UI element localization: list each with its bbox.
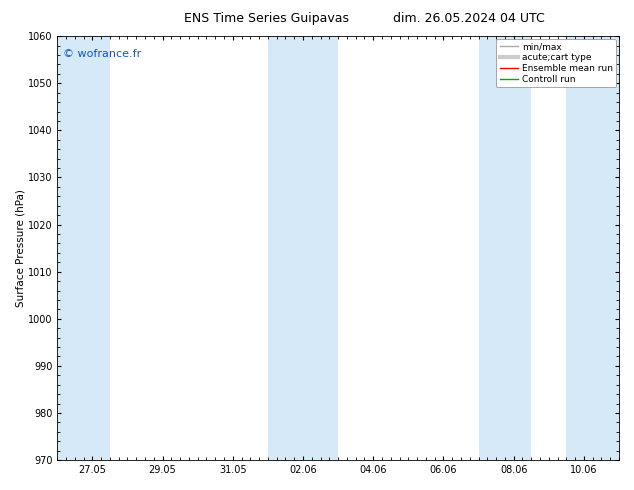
Bar: [479, 36, 531, 460]
Text: dim. 26.05.2024 04 UTC: dim. 26.05.2024 04 UTC: [393, 12, 545, 25]
Bar: [566, 36, 619, 460]
Y-axis label: Surface Pressure (hPa): Surface Pressure (hPa): [15, 189, 25, 307]
Bar: [57, 36, 110, 460]
Text: ENS Time Series Guipavas: ENS Time Series Guipavas: [184, 12, 349, 25]
Text: © wofrance.fr: © wofrance.fr: [63, 49, 141, 59]
Legend: min/max, acute;cart type, Ensemble mean run, Controll run: min/max, acute;cart type, Ensemble mean …: [496, 39, 616, 88]
Bar: [268, 36, 338, 460]
